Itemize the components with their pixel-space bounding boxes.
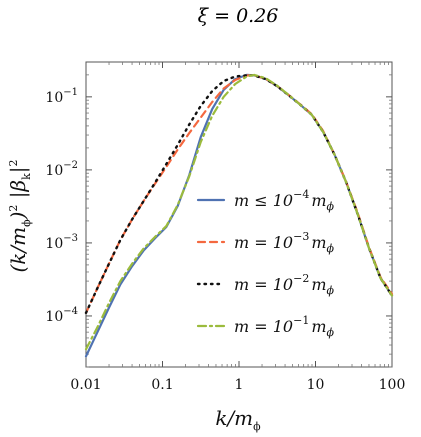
series-lines — [84, 73, 394, 358]
y-tick-base: 10 — [45, 236, 63, 252]
x-tick-label: 10 — [307, 377, 325, 393]
y-tick-label: 10−1 — [45, 87, 78, 106]
legend-label-exp: −3 — [293, 230, 309, 243]
legend-label-tail: m — [311, 191, 326, 210]
legend-label-tail: m — [311, 275, 326, 294]
legend-label-sub: ϕ — [327, 242, 335, 255]
x-tick-label: 0.01 — [70, 377, 101, 393]
x-axis-label: k/mϕ — [215, 406, 261, 433]
legend-label-tail: m — [311, 317, 326, 336]
y-axis-label: (k/mϕ)2 |βk|2 — [6, 159, 33, 272]
y-tick-label: 10−4 — [45, 306, 78, 325]
legend-label-exp: −4 — [293, 188, 309, 201]
y-tick-base: 10 — [45, 163, 63, 179]
legend-label: m = 10−1 mϕ — [234, 314, 335, 339]
series-line-1 — [84, 73, 394, 358]
x-tick-label: 1 — [235, 377, 244, 393]
y-tick-exponent: −2 — [63, 160, 78, 171]
y-axis-ticks: 10−410−310−210−1 — [45, 74, 392, 368]
legend-label-sub: ϕ — [327, 200, 335, 213]
legend-label-main: m = 10 — [234, 317, 293, 336]
chart-title: ξ = 0.26 — [198, 5, 279, 27]
legend-label-sub: ϕ — [327, 326, 335, 339]
legend: m ≤ 10−4 mϕm = 10−3 mϕm = 10−2 mϕm = 10−1 mϕ — [196, 188, 335, 339]
y-tick-base: 10 — [45, 309, 63, 325]
series-line-4 — [84, 73, 394, 351]
legend-label-sub: ϕ — [327, 284, 335, 297]
x-tick-label: 100 — [379, 377, 406, 393]
legend-label: m = 10−2 mϕ — [234, 272, 335, 297]
series-line-2 — [84, 74, 394, 314]
legend-label-exp: −2 — [293, 272, 309, 285]
legend-label-tail: m — [311, 233, 326, 252]
y-tick-label: 10−3 — [45, 233, 78, 252]
legend-label-exp: −1 — [293, 314, 309, 327]
legend-label-main: m = 10 — [234, 275, 293, 294]
legend-label: m = 10−3 mϕ — [234, 230, 335, 255]
y-tick-label: 10−2 — [45, 160, 78, 179]
x-tick-label: 0.1 — [151, 377, 173, 393]
legend-label-main: m = 10 — [234, 233, 293, 252]
y-tick-base: 10 — [45, 90, 63, 106]
y-tick-exponent: −3 — [63, 233, 78, 244]
legend-label: m ≤ 10−4 mϕ — [234, 188, 335, 213]
legend-label-main: m ≤ 10 — [234, 191, 293, 210]
y-tick-exponent: −1 — [63, 87, 78, 98]
y-tick-exponent: −4 — [63, 306, 78, 317]
x-axis-ticks: 0.01 0.1 1 10 100 — [70, 62, 405, 393]
